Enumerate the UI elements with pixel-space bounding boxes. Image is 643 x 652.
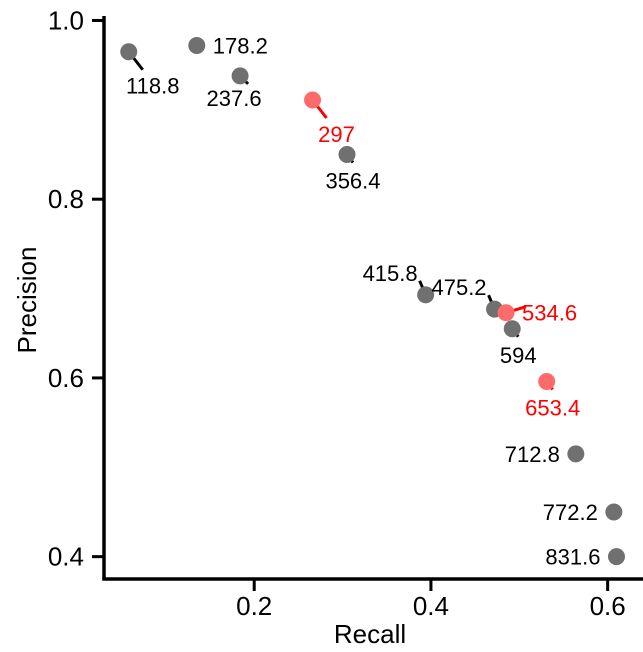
point-label: 831.6 (545, 545, 600, 570)
point-label: 653.4 (525, 396, 580, 421)
data-point (607, 548, 625, 566)
point-label: 772.2 (543, 500, 598, 525)
highlight-point (538, 373, 556, 391)
y-ticks: 0.4 0.6 0.8 1.0 (48, 5, 104, 572)
axes (102, 16, 643, 581)
data-point (605, 503, 623, 521)
x-axis-label: Recall (334, 619, 406, 649)
data-points (120, 36, 625, 566)
y-tick-label: 0.4 (48, 542, 84, 572)
data-point (120, 43, 138, 61)
point-label: 712.8 (505, 442, 560, 467)
x-tick-label: 0.6 (590, 591, 626, 621)
point-label: 594 (500, 343, 537, 368)
point-label: 178.2 (213, 33, 268, 58)
highlight-point (304, 91, 322, 109)
point-label: 356.4 (325, 169, 380, 194)
point-label: 415.8 (363, 261, 418, 286)
data-point (231, 67, 249, 85)
data-point (567, 445, 585, 463)
data-point (417, 286, 435, 304)
data-point (338, 146, 356, 164)
data-point (188, 36, 206, 54)
point-labels: 118.8 178.2 237.6 297 356.4 415.8 475.2 534.6 59… (126, 33, 600, 569)
point-label: 475.2 (431, 275, 486, 300)
y-axis-label: Precision (12, 247, 42, 354)
data-point (503, 320, 521, 338)
point-label: 297 (318, 122, 355, 147)
y-tick-label: 0.6 (48, 363, 84, 393)
point-label: 237.6 (207, 86, 262, 111)
x-tick-label: 0.4 (413, 591, 449, 621)
point-label: 534.6 (522, 301, 577, 326)
y-tick-label: 0.8 (48, 184, 84, 214)
highlight-point (497, 304, 515, 322)
y-tick-label: 1.0 (48, 5, 84, 35)
x-tick-label: 0.2 (236, 591, 272, 621)
point-label: 118.8 (126, 74, 179, 99)
x-ticks: 0.2 0.4 0.6 (236, 579, 626, 621)
